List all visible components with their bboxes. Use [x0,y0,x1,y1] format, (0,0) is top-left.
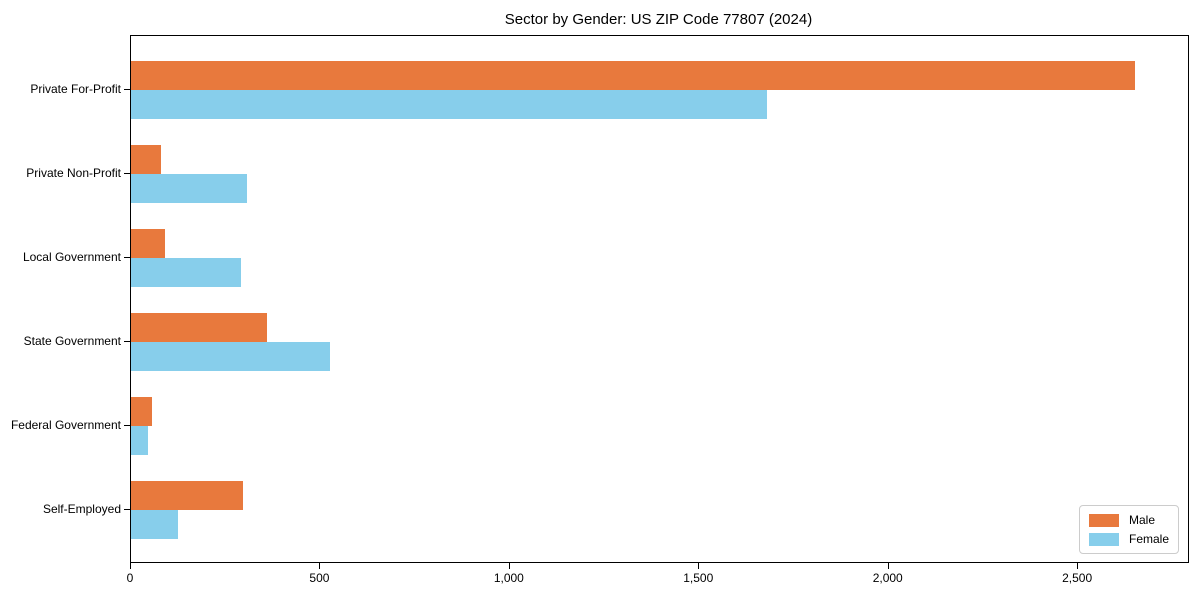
x-tick-label-1-500: 1,500 [683,571,714,585]
x-tick-label-500: 500 [309,571,330,585]
bar-private-non-profit-female [131,174,247,203]
bar-local-government-female [131,258,241,287]
legend-swatch-male [1088,513,1119,527]
chart-title: Sector by Gender: US ZIP Code 77807 (202… [504,11,813,28]
x-tick-2-000 [887,563,889,569]
legend-label-male: Male [1128,513,1155,527]
x-tick-2-500 [1077,563,1079,569]
y-tick-label-private-for-profit: Private For-Profit [30,82,121,96]
x-tick-0 [130,563,131,569]
y-tick-state-government [124,341,130,342]
x-tick-label-0: 0 [126,571,134,585]
y-tick-label-state-government: State Government [23,334,121,348]
legend-item-male: Male [1088,513,1169,527]
legend-swatch-female [1088,532,1119,546]
y-tick-label-private-non-profit: Private Non-Profit [26,166,121,180]
x-tick-1-000 [508,563,510,569]
y-tick-label-self-employed: Self-Employed [42,502,121,516]
plot-area: Male Female [130,35,1189,563]
y-tick-federal-government [124,425,130,426]
bar-private-for-profit-male [131,61,1135,90]
legend-label-female: Female [1128,532,1169,546]
y-tick-private-for-profit [124,89,130,90]
x-tick-label-2-000: 2,000 [872,571,903,585]
y-tick-private-non-profit [124,173,130,174]
legend: Male Female [1078,505,1179,554]
bar-federal-government-female [131,426,149,455]
legend-item-female: Female [1088,532,1169,546]
bar-self-employed-male [131,481,243,510]
bar-state-government-male [131,313,268,342]
y-tick-local-government [124,257,130,258]
bar-state-government-female [131,342,330,371]
y-tick-label-federal-government: Federal Government [10,418,121,432]
x-tick-500 [319,563,321,569]
bar-local-government-male [131,229,166,258]
x-tick-label-2-500: 2,500 [1062,571,1093,585]
x-tick-label-1-000: 1,000 [493,571,524,585]
x-tick-1-500 [698,563,700,569]
bar-self-employed-female [131,510,179,539]
bar-private-for-profit-female [131,90,768,119]
bar-federal-government-male [131,397,152,426]
y-tick-self-employed [124,509,130,510]
bar-private-non-profit-male [131,145,162,174]
y-tick-label-local-government: Local Government [22,250,121,264]
